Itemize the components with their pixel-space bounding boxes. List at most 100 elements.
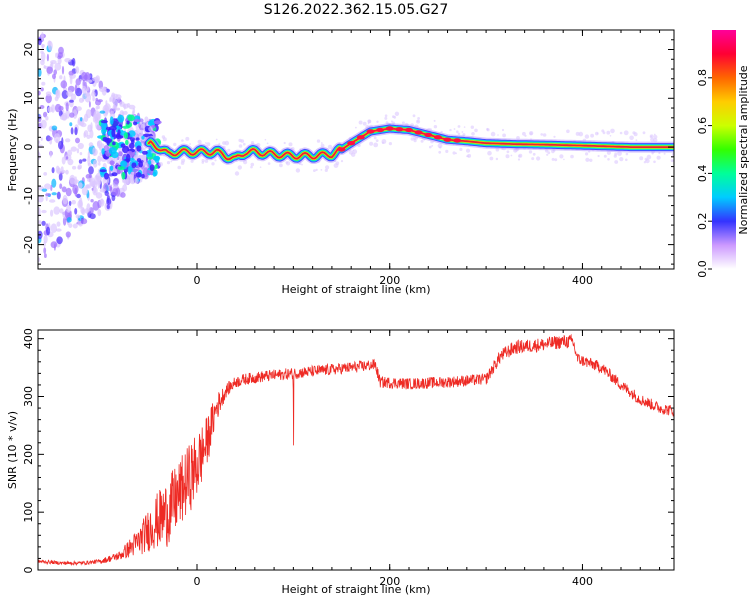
heatmap-noise-blob [49, 150, 52, 158]
heatmap-halo-dot [234, 171, 240, 176]
heatmap-noise-blob [52, 73, 56, 80]
heatmap-hotspot [405, 127, 413, 133]
heatmap-halo-dot [502, 133, 506, 138]
heatmap-noise-blob [80, 122, 87, 128]
heatmap-noise-blob [134, 177, 139, 184]
heatmap-halo-dot [214, 159, 217, 162]
heatmap-noise-blob [38, 68, 42, 77]
heatmap-noise-blob [78, 182, 83, 189]
heatmap-noise-blob [142, 121, 146, 131]
heatmap-noise-blob [51, 178, 57, 188]
heatmap-noise-blob [40, 59, 45, 66]
heatmap-noise-blob [43, 172, 48, 176]
heatmap-noise-blob [97, 155, 102, 163]
heatmap-noise-blob [82, 158, 87, 162]
heatmap-halo-dot [619, 131, 623, 135]
heatmap-halo-dot [367, 119, 372, 123]
heatmap-halo-dot [358, 120, 363, 125]
heatmap-noise-blob [59, 75, 63, 80]
heatmap-noise-blob [75, 137, 80, 144]
heatmap-halo-dot [471, 132, 475, 136]
heatmap-halo-dot [433, 125, 438, 129]
heatmap-noise-blob [48, 136, 53, 141]
heatmap-halo-dot [204, 159, 209, 163]
heatmap-noise-blob [45, 193, 52, 197]
heatmap-noise-blob [68, 223, 73, 229]
heatmap-noise-blob [46, 66, 53, 74]
heatmap-noise-blob [111, 188, 119, 196]
heatmap-halo-dot [486, 128, 489, 131]
heatmap-noise-blob [38, 140, 41, 144]
heatmap-noise-blob [111, 194, 116, 202]
heatmap-noise-blob [48, 40, 53, 51]
heatmap-noise-blob [55, 165, 60, 174]
heatmap-halo-dot [506, 150, 510, 154]
heatmap-noise-blob [69, 112, 75, 118]
heatmap-cluster-blob [120, 143, 126, 148]
heatmap-halo-dot [643, 161, 647, 164]
bottom-y-tick-label: 400 [22, 328, 35, 349]
top-y-tick-label: 0 [22, 144, 35, 151]
heatmap-cluster-blob [153, 155, 161, 161]
heatmap-halo-dot [465, 148, 471, 153]
heatmap-halo-dot [362, 121, 367, 126]
heatmap-noise-blob [47, 106, 53, 113]
top-y-tick-label: 20 [22, 43, 35, 57]
top-x-tick-label: 400 [572, 274, 593, 287]
heatmap-cluster-blob [106, 138, 110, 146]
heatmap-cluster-blob [127, 165, 132, 175]
heatmap-noise-blob [92, 201, 100, 211]
heatmap-noise-blob [106, 198, 112, 205]
heatmap-halo-dot [315, 168, 318, 172]
heatmap-halo-dot [267, 162, 271, 165]
heatmap-noise-blob [113, 93, 119, 99]
figure-title: S126.2022.362.15.05.G27 [264, 2, 449, 18]
heatmap-halo-dot [320, 169, 323, 171]
heatmap-cluster-blob [121, 171, 126, 180]
heatmap-noise-blob [65, 187, 72, 197]
heatmap-halo-dot [392, 115, 395, 118]
heatmap-halo-dot [517, 158, 521, 161]
heatmap-noise-blob [141, 154, 146, 161]
heatmap-ridge-layer [143, 123, 674, 165]
heatmap-noise-blob [88, 142, 94, 147]
heatmap-noise-blob [97, 209, 102, 217]
heatmap-halo-dot [603, 154, 607, 158]
bottom-x-tick-label: 0 [194, 575, 201, 588]
heatmap-noise-blob [44, 183, 51, 190]
heatmap-noise-blob [43, 65, 46, 69]
heatmap-halo-dot [528, 150, 533, 154]
heatmap-halo-dot [522, 131, 526, 136]
bottom-y-tick-label: 200 [22, 444, 35, 465]
heatmap-noise-blob [69, 174, 76, 185]
heatmap-halo-dot [240, 139, 245, 143]
heatmap-halo-dot [653, 160, 656, 164]
heatmap-halo-dot [614, 160, 619, 164]
heatmap-halo-dot [452, 151, 456, 155]
heatmap-halo-dot [301, 163, 303, 166]
heatmap-cluster-blob [154, 164, 158, 169]
heatmap-noise-blob [41, 32, 44, 41]
heatmap-halo-dot [439, 146, 442, 149]
heatmap-halo-dot [201, 158, 205, 163]
heatmap-halo-dot [333, 163, 339, 169]
heatmap-noise-blob [77, 164, 83, 170]
heatmap-noise-blob [71, 199, 76, 205]
heatmap-noise-blob [66, 204, 71, 213]
heatmap-halo-dot [531, 157, 535, 161]
heatmap-noise-blob [76, 106, 82, 111]
heatmap-cluster-blob [125, 139, 129, 146]
heatmap-cluster-blob [127, 114, 135, 122]
heatmap-noise-blob [38, 206, 41, 217]
heatmap-halo-dot [148, 126, 153, 132]
heatmap-noise-blob [71, 57, 76, 67]
heatmap-halo-dot [180, 161, 185, 165]
heatmap-halo-dot [417, 117, 420, 120]
heatmap-noise-blob [41, 220, 46, 226]
heatmap-halo-dot [501, 128, 505, 132]
heatmap-hotspot [395, 127, 404, 132]
heatmap-halo-dot [211, 162, 215, 166]
heatmap-noise-blob [91, 187, 94, 191]
heatmap-noise-blob [50, 60, 57, 65]
heatmap-noise-blob [44, 253, 47, 258]
